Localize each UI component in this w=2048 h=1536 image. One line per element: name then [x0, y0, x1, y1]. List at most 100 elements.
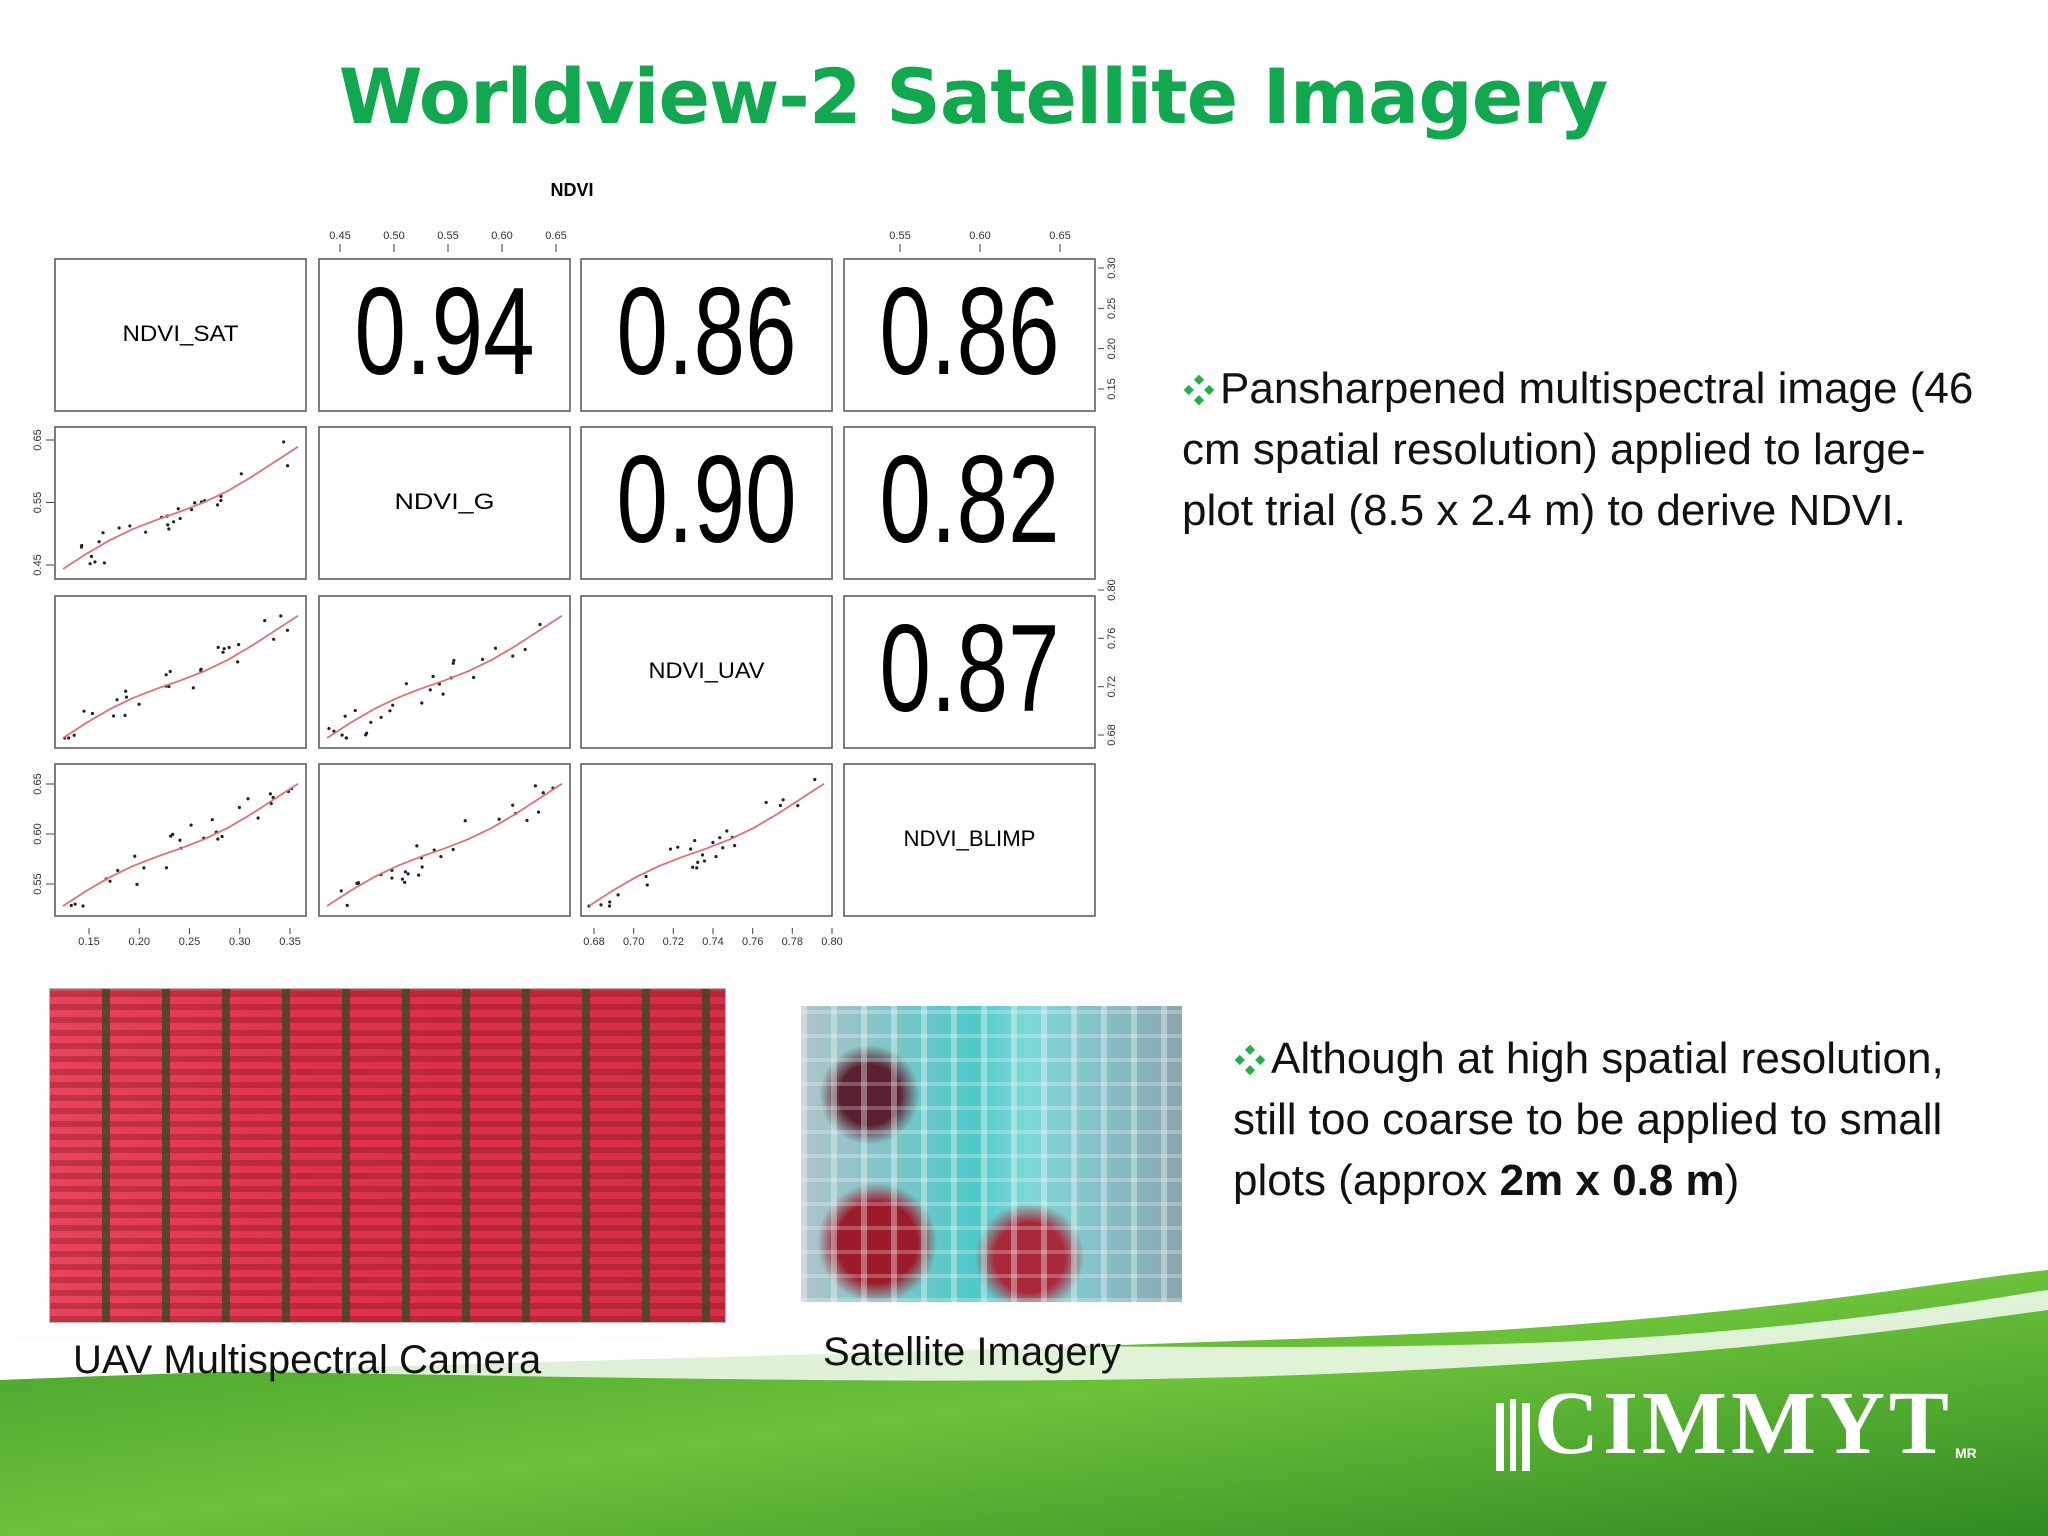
panel: [843, 426, 1096, 580]
scatter-dot: [695, 866, 699, 870]
scatter-dot: [541, 791, 545, 795]
scatter-dot: [124, 695, 129, 699]
correlation: 0.86: [617, 263, 797, 401]
scatter-dot: [189, 823, 193, 827]
scatter-dot: [285, 628, 290, 632]
scatter-dot: [111, 714, 116, 718]
scatter-dot: [263, 618, 267, 623]
trend-line: [62, 445, 299, 570]
scatter-dot: [219, 498, 223, 503]
scatter-dot: [221, 650, 225, 654]
scatter-dot: [133, 854, 137, 858]
scatter-dot: [497, 817, 501, 821]
scatter-dot: [778, 803, 783, 808]
axis-tick-label: 0.65: [1049, 230, 1070, 242]
scatter-dot: [178, 516, 182, 521]
axis-tick-label: 0.15: [1106, 378, 1118, 399]
scatter-dot: [236, 660, 240, 664]
logo: CIMMYT MR: [1492, 1372, 1977, 1475]
scatter-dot: [523, 647, 527, 652]
scatter-dot: [364, 733, 368, 737]
scatter-dot: [222, 647, 226, 651]
plot-title: NDVI: [550, 180, 593, 200]
scatter-dot: [406, 872, 410, 876]
trend-line: [326, 614, 563, 739]
scatter-dot: [115, 698, 119, 702]
scatter-dot: [676, 845, 680, 849]
axis-tick-label: 0.70: [623, 936, 644, 948]
scatter-dot: [72, 733, 76, 737]
scatter-dot: [644, 874, 648, 879]
axis-tick-label: 0.60: [969, 230, 990, 242]
scatter-dot: [123, 713, 127, 717]
axis-tick-label: 0.72: [1106, 676, 1118, 697]
scatter-dot: [353, 708, 357, 713]
scatter-dot: [67, 736, 71, 740]
scatter-dot: [216, 837, 220, 841]
slide-title: Worldview-2 Satellite Imagery: [338, 52, 1609, 141]
scatter-dot: [237, 805, 241, 810]
axis-tick-label: 0.55: [32, 873, 44, 894]
scatter-dot: [285, 464, 290, 468]
scatter-dot: [391, 703, 395, 707]
variable-name: NDVI_BLIMP: [904, 826, 1036, 851]
axis-tick-label: 0.65: [32, 773, 44, 794]
scatter-dot: [764, 800, 768, 805]
uav-image: [50, 989, 725, 1322]
scatter-dot: [142, 866, 146, 870]
axis-tick-label: 0.45: [32, 554, 44, 575]
scatter-dot: [431, 674, 435, 679]
correlation: 0.82: [880, 431, 1060, 569]
scatter-dot: [81, 904, 85, 908]
green-wave: [0, 1270, 2048, 1536]
panel: [580, 763, 833, 917]
axis-tick-label: 0.45: [329, 230, 350, 242]
scatter-dot: [73, 902, 77, 906]
scatter-dot: [533, 784, 538, 788]
bullet-text: Although at high spatial resolution, sti…: [1233, 1034, 1944, 1205]
axis-tick-label: 0.15: [78, 936, 99, 948]
axis-tick-label: 0.72: [663, 936, 684, 948]
scatter-dot: [215, 503, 220, 507]
scatter-dot: [178, 838, 182, 842]
scatter-dot: [417, 873, 421, 877]
scatter-dot: [356, 881, 360, 886]
scatter-dot: [237, 642, 241, 647]
panel: [843, 258, 1096, 412]
bullet: Although at high spatial resolution, sti…: [1233, 1028, 2003, 1211]
panel: [580, 595, 833, 749]
scatter-dot: [216, 645, 220, 649]
axis-tick-label: 0.65: [545, 230, 566, 242]
scatter-dot: [718, 836, 722, 840]
bullet-text: ): [1724, 1156, 1740, 1205]
scatter-dot: [176, 507, 180, 511]
scatter-dot: [451, 847, 455, 852]
scatter-dot: [493, 646, 498, 650]
scatter-dot: [345, 903, 349, 907]
panel: [54, 426, 307, 580]
satellite-image: [801, 1006, 1182, 1302]
scatter-dot: [696, 860, 700, 864]
scatter-dot: [725, 829, 729, 833]
scatter-dot: [116, 868, 120, 873]
scatter-dot: [599, 903, 603, 907]
correlation: 0.90: [617, 431, 797, 569]
scatter-dot: [220, 834, 224, 839]
scatter-dot: [645, 883, 649, 887]
scatter-dot: [536, 810, 541, 814]
scatter-dot: [172, 520, 176, 524]
scatter-dot: [415, 844, 419, 848]
axis-tick-label: 0.68: [1106, 724, 1118, 745]
panel: [318, 595, 571, 749]
panel: [580, 426, 833, 580]
axis-tick-label: 0.76: [1106, 628, 1118, 649]
scatter-dot: [813, 777, 817, 782]
scatter-dot: [69, 903, 73, 908]
axis-tick-label: 0.30: [1106, 257, 1118, 278]
scatter-dot: [452, 658, 456, 663]
scatter-dot: [327, 726, 331, 731]
scatter-dot: [714, 854, 718, 859]
scatter-dot: [339, 889, 343, 893]
scatter-dot: [400, 877, 405, 881]
